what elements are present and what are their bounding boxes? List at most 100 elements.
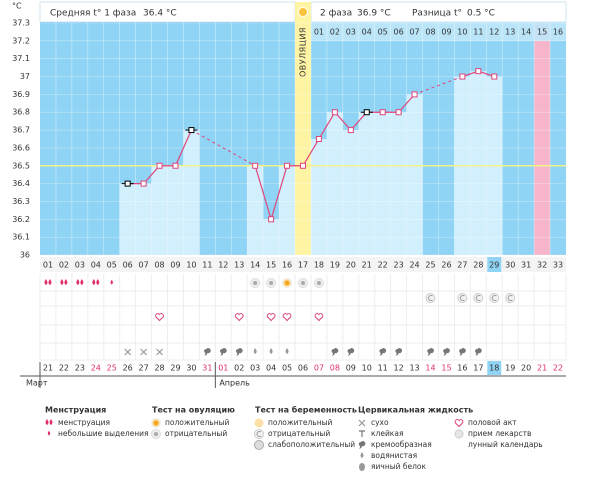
icon-ov-pos [151, 418, 161, 428]
drop [80, 279, 84, 285]
date: 17 [473, 364, 483, 373]
icon-cream [331, 348, 339, 356]
temp-bar [279, 165, 296, 255]
circle [489, 293, 500, 303]
temp-bar [326, 112, 343, 255]
drop [92, 279, 96, 285]
temp-bar [119, 183, 136, 255]
date: 13 [409, 364, 419, 373]
icon-water [285, 348, 289, 354]
y-tick-label: 37 [20, 72, 30, 81]
icon-preg-neg [473, 293, 484, 303]
icon-sex [234, 313, 244, 322]
temp-point [188, 127, 195, 134]
temp-bar [342, 130, 359, 255]
phase2-day: 15 [537, 28, 547, 37]
cross [140, 348, 148, 356]
date: 22 [59, 364, 69, 373]
circle [457, 293, 468, 303]
temp-bar [406, 94, 423, 255]
icon-cream [204, 348, 211, 356]
date: 18 [489, 364, 499, 373]
icon-sticky [359, 430, 365, 437]
cycle-day: 09 [170, 261, 180, 270]
y-tick-label: 37.1 [12, 54, 30, 63]
temp-bar [390, 112, 407, 255]
egg [359, 463, 365, 471]
y-tick-label: 36.3 [12, 197, 30, 206]
temp-point [124, 180, 131, 187]
phase2-day: 02 [330, 28, 340, 37]
legend-title: Тест на овуляцию [152, 406, 235, 415]
cycle-day: 33 [553, 261, 563, 270]
circle [316, 281, 321, 285]
heart [266, 313, 276, 322]
date: 21 [43, 364, 53, 373]
temp-point [252, 162, 259, 169]
comma [459, 348, 466, 356]
temp-point [347, 127, 354, 134]
icon-dry [156, 348, 163, 356]
circle [153, 420, 159, 426]
legend-label: отрицательный [165, 429, 227, 438]
y-tick-label: 36.2 [12, 215, 30, 224]
y-tick-label: 36.7 [12, 126, 30, 135]
legend-label: яичный белок [371, 462, 427, 471]
temp-point [140, 180, 147, 187]
cross [124, 348, 132, 356]
y-tick-label: 36.9 [12, 90, 30, 99]
temp-point [363, 109, 370, 116]
date: 15 [441, 364, 451, 373]
icon-mens [92, 279, 100, 285]
heart [282, 313, 292, 322]
temp-point [475, 68, 482, 75]
date: 23 [75, 364, 85, 373]
date: 21 [537, 364, 547, 373]
icon-dry [124, 348, 132, 356]
icon-cream [459, 348, 466, 356]
arc [475, 295, 481, 301]
circle [284, 280, 290, 286]
icon-ov-neg [313, 278, 324, 288]
temp-point [459, 73, 466, 80]
cycle-day: 17 [298, 261, 308, 270]
arc [507, 295, 513, 301]
date: 27 [139, 364, 149, 373]
legend-label: слабоположительный [268, 440, 355, 449]
cycle-day: 26 [441, 261, 451, 270]
icon-sex [155, 313, 164, 322]
legend-label: клейкая [371, 429, 403, 438]
circle [473, 293, 484, 303]
phase2-day: 08 [425, 28, 435, 37]
temp-bar [247, 165, 264, 255]
date: 25 [107, 364, 117, 373]
y-unit: °C [12, 2, 22, 11]
circle [254, 440, 264, 450]
icon-cream [443, 348, 450, 356]
icon-dry [140, 348, 148, 356]
y-tick-label: 37.2 [12, 36, 30, 45]
arc [428, 295, 433, 301]
cycle-day: 31 [521, 261, 531, 270]
icon-preg-pos [254, 418, 264, 428]
y-tick-label: 36.1 [12, 233, 30, 242]
heart [234, 313, 244, 322]
cycle-day: 32 [537, 261, 547, 270]
date: 31 [202, 364, 212, 373]
drop [45, 419, 49, 425]
icon-preg-neg [425, 293, 436, 303]
cycle-day: 10 [186, 261, 196, 270]
circle [505, 293, 516, 303]
cycle-day: 25 [425, 261, 435, 270]
icon-preg-neg [489, 293, 500, 303]
comma [475, 348, 482, 356]
cycle-day: 30 [505, 261, 515, 270]
cycle-day: 19 [330, 261, 340, 270]
legend-label: положительный [268, 418, 333, 427]
circle [301, 281, 305, 285]
today-box [487, 257, 502, 272]
y-tick-label: 36.6 [12, 143, 30, 152]
arc [459, 295, 465, 301]
phase1-label: Средняя t° 1 фаза [50, 9, 136, 19]
icon-sex [282, 313, 292, 322]
